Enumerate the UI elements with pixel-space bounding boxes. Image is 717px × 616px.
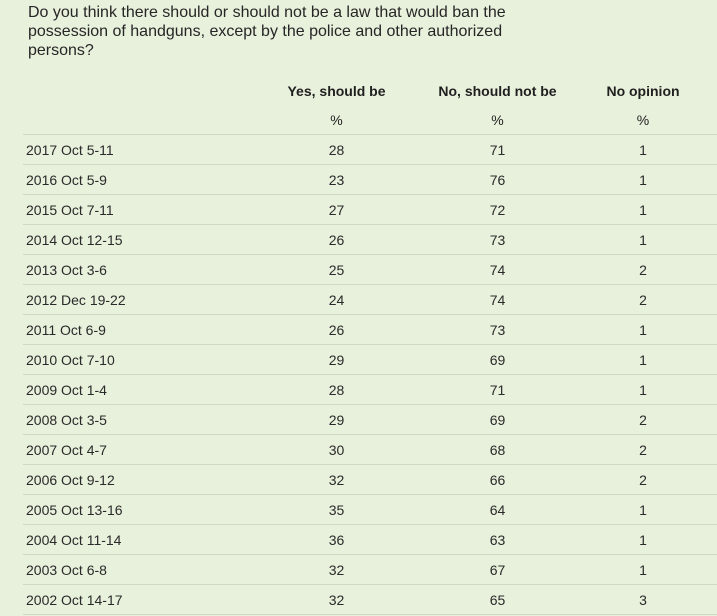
row-no-value: 64 <box>410 494 567 525</box>
row-yes-value: 26 <box>245 314 410 345</box>
table-row: 2013 Oct 3-6 25 74 2 <box>23 254 717 285</box>
row-no-value: 67 <box>410 554 567 585</box>
table-row: 2014 Oct 12-15 26 73 1 <box>23 224 717 255</box>
row-date: 2015 Oct 7-11 <box>23 194 245 225</box>
row-no-opinion-value: 2 <box>567 434 717 465</box>
row-yes-value: 26 <box>245 224 410 255</box>
row-no-value: 74 <box>410 284 567 315</box>
row-yes-value: 25 <box>245 254 410 285</box>
row-no-opinion-value: 1 <box>567 554 717 585</box>
row-date: 2003 Oct 6-8 <box>23 554 245 585</box>
header-row: Yes, should be No, should not be No opin… <box>23 76 717 106</box>
row-date: 2012 Dec 19-22 <box>23 284 245 315</box>
row-yes-value: 29 <box>245 344 410 375</box>
row-no-opinion-value: 1 <box>567 164 717 195</box>
table-row: 2007 Oct 4-7 30 68 2 <box>23 434 717 465</box>
row-date: 2010 Oct 7-10 <box>23 344 245 375</box>
row-no-value: 69 <box>410 404 567 435</box>
row-no-opinion-value: 1 <box>567 224 717 255</box>
table-row: 2017 Oct 5-11 28 71 1 <box>23 134 717 165</box>
row-no-opinion-value: 1 <box>567 374 717 405</box>
row-no-opinion-value: 1 <box>567 524 717 555</box>
row-yes-value: 28 <box>245 134 410 165</box>
poll-table-body: 2017 Oct 5-11 28 71 1 2016 Oct 5-9 23 76 1 2015 … <box>23 134 717 615</box>
row-yes-value: 32 <box>245 584 410 615</box>
table-row: 2005 Oct 13-16 35 64 1 <box>23 494 717 525</box>
row-no-value: 68 <box>410 434 567 465</box>
row-no-opinion-value: 2 <box>567 464 717 495</box>
row-no-value: 71 <box>410 374 567 405</box>
row-yes-value: 35 <box>245 494 410 525</box>
table-row: 2016 Oct 5-9 23 76 1 <box>23 164 717 195</box>
row-no-value: 69 <box>410 344 567 375</box>
table-row: 2006 Oct 9-12 32 66 2 <box>23 464 717 495</box>
row-yes-value: 30 <box>245 434 410 465</box>
row-date: 2013 Oct 3-6 <box>23 254 245 285</box>
row-date: 2007 Oct 4-7 <box>23 434 245 465</box>
row-yes-value: 36 <box>245 524 410 555</box>
row-no-value: 71 <box>410 134 567 165</box>
row-yes-value: 23 <box>245 164 410 195</box>
unit-date <box>23 106 245 135</box>
row-date: 2004 Oct 11-14 <box>23 524 245 555</box>
row-no-value: 73 <box>410 224 567 255</box>
row-date: 2008 Oct 3-5 <box>23 404 245 435</box>
column-header-yes: Yes, should be <box>287 83 386 99</box>
row-no-opinion-value: 2 <box>567 284 717 315</box>
row-no-value: 63 <box>410 524 567 555</box>
table-row: 2008 Oct 3-5 29 69 2 <box>23 404 717 435</box>
row-no-value: 66 <box>410 464 567 495</box>
row-no-opinion-value: 3 <box>567 584 717 615</box>
table-row: 2009 Oct 1-4 28 71 1 <box>23 374 717 405</box>
row-yes-value: 24 <box>245 284 410 315</box>
row-no-opinion-value: 1 <box>567 494 717 525</box>
unit-no-opinion: % <box>567 106 717 135</box>
table-row: 2015 Oct 7-11 27 72 1 <box>23 194 717 225</box>
row-no-value: 72 <box>410 194 567 225</box>
column-header-no-opinion: No opinion <box>606 83 680 99</box>
row-no-opinion-value: 2 <box>567 254 717 285</box>
row-date: 2011 Oct 6-9 <box>23 314 245 345</box>
row-no-opinion-value: 1 <box>567 314 717 345</box>
unit-no: % <box>410 106 567 135</box>
row-no-opinion-value: 1 <box>567 134 717 165</box>
table-row: 2004 Oct 11-14 36 63 1 <box>23 524 717 555</box>
row-yes-value: 32 <box>245 554 410 585</box>
row-date: 2014 Oct 12-15 <box>23 224 245 255</box>
row-date: 2006 Oct 9-12 <box>23 464 245 495</box>
row-date: 2017 Oct 5-11 <box>23 134 245 165</box>
row-yes-value: 29 <box>245 404 410 435</box>
row-no-value: 74 <box>410 254 567 285</box>
row-no-opinion-value: 1 <box>567 344 717 375</box>
row-no-opinion-value: 1 <box>567 194 717 225</box>
row-yes-value: 32 <box>245 464 410 495</box>
question-text: Do you think there should or should not … <box>28 4 506 59</box>
row-yes-value: 27 <box>245 194 410 225</box>
row-no-value: 76 <box>410 164 567 195</box>
row-date: 2009 Oct 1-4 <box>23 374 245 405</box>
row-yes-value: 28 <box>245 374 410 405</box>
column-header-no: No, should not be <box>438 83 557 99</box>
poll-table: Yes, should be No, should not be No opin… <box>23 76 717 615</box>
row-no-opinion-value: 2 <box>567 404 717 435</box>
table-row: 2012 Dec 19-22 24 74 2 <box>23 284 717 315</box>
row-date: 2016 Oct 5-9 <box>23 164 245 195</box>
unit-row: % % % <box>23 106 717 135</box>
row-no-value: 65 <box>410 584 567 615</box>
unit-yes: % <box>245 106 410 135</box>
table-row: 2002 Oct 14-17 32 65 3 <box>23 584 717 615</box>
row-date: 2005 Oct 13-16 <box>23 494 245 525</box>
table-row: 2011 Oct 6-9 26 73 1 <box>23 314 717 345</box>
table-row: 2003 Oct 6-8 32 67 1 <box>23 554 717 585</box>
row-date: 2002 Oct 14-17 <box>23 584 245 615</box>
row-no-value: 73 <box>410 314 567 345</box>
table-row: 2010 Oct 7-10 29 69 1 <box>23 344 717 375</box>
column-header-date <box>23 76 245 106</box>
